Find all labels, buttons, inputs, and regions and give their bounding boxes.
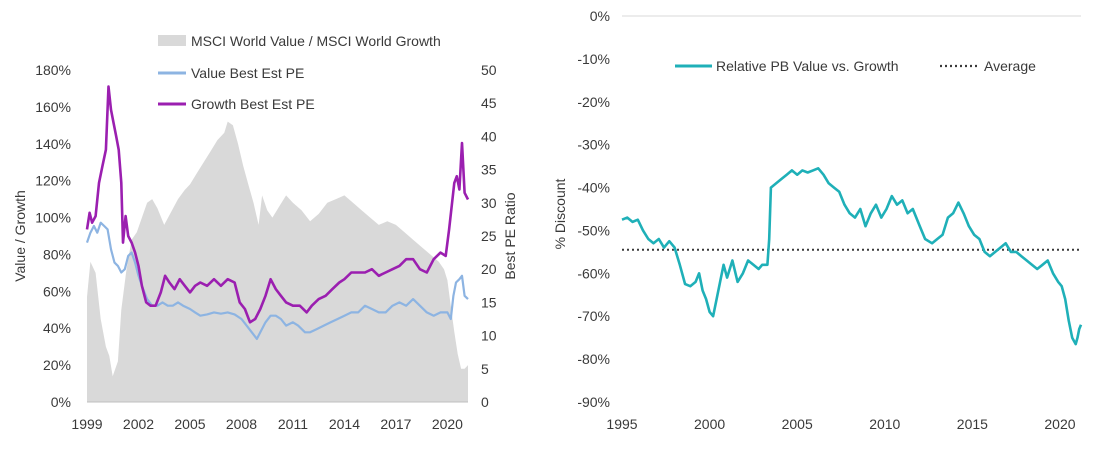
x-tick-label: 2011 (278, 416, 308, 432)
x-tick-label: 2015 (957, 416, 988, 432)
y-left-tick-label: 100% (35, 210, 71, 226)
y-tick-label: -40% (577, 180, 610, 196)
x-tick-label: 2014 (329, 416, 360, 432)
x-tick-label: 2002 (123, 416, 154, 432)
x-tick-label: 2008 (226, 416, 257, 432)
y-right-tick-label: 35 (481, 162, 497, 178)
x-tick-label: 2000 (694, 416, 725, 432)
x-tick-label: 1995 (606, 416, 637, 432)
y-left-axis-label: Value / Growth (12, 190, 28, 282)
x-tick-label: 2010 (869, 416, 900, 432)
y-left-tick-label: 40% (43, 320, 71, 336)
y-left-tick-label: 160% (35, 99, 71, 115)
y-axis-label: % Discount (552, 178, 568, 249)
y-right-tick-label: 50 (481, 62, 497, 78)
y-right-tick-label: 10 (481, 328, 497, 344)
y-left-tick-label: 60% (43, 283, 71, 299)
legend-label: Growth Best Est PE (191, 96, 315, 112)
series-line-value-pe (85, 221, 469, 340)
y-tick-label: -20% (577, 94, 610, 110)
legend-label: MSCI World Value / MSCI World Growth (191, 33, 441, 49)
x-tick-label: 1999 (71, 416, 102, 432)
y-left-tick-label: 140% (35, 136, 71, 152)
legend-label: Value Best Est PE (191, 65, 304, 81)
y-tick-label: -50% (577, 222, 610, 238)
y-right-tick-label: 5 (481, 361, 489, 377)
y-left-tick-label: 180% (35, 62, 71, 78)
y-tick-label: 0% (590, 8, 610, 24)
y-tick-label: -30% (577, 137, 610, 153)
x-tick-label: 2020 (432, 416, 463, 432)
x-tick-label: 2005 (174, 416, 205, 432)
y-right-tick-label: 25 (481, 228, 497, 244)
legend-label: Relative PB Value vs. Growth (716, 58, 899, 74)
legend-label: Average (984, 58, 1036, 74)
y-left-tick-label: 80% (43, 246, 71, 262)
y-right-tick-label: 45 (481, 95, 497, 111)
y-tick-label: -70% (577, 308, 610, 324)
y-tick-label: -10% (577, 51, 610, 67)
y-right-axis-label: Best PE Ratio (502, 192, 518, 279)
series-line-growth-pe (85, 85, 470, 324)
y-right-tick-label: 15 (481, 294, 497, 310)
x-tick-label: 2017 (380, 416, 411, 432)
y-right-tick-label: 0 (481, 394, 489, 410)
y-right-tick-label: 40 (481, 128, 497, 144)
y-tick-label: -90% (577, 394, 610, 410)
legend-swatch-area (158, 35, 186, 46)
x-tick-label: 2005 (782, 416, 813, 432)
series-area-value-growth (87, 121, 468, 402)
y-right-tick-label: 30 (481, 195, 497, 211)
y-left-tick-label: 120% (35, 173, 71, 189)
y-left-tick-label: 0% (51, 394, 71, 410)
y-tick-label: -80% (577, 351, 610, 367)
series-line-relative-pb (621, 167, 1083, 346)
y-right-tick-label: 20 (481, 261, 497, 277)
y-tick-label: -60% (577, 265, 610, 281)
y-left-tick-label: 20% (43, 357, 71, 373)
x-tick-label: 2020 (1044, 416, 1075, 432)
